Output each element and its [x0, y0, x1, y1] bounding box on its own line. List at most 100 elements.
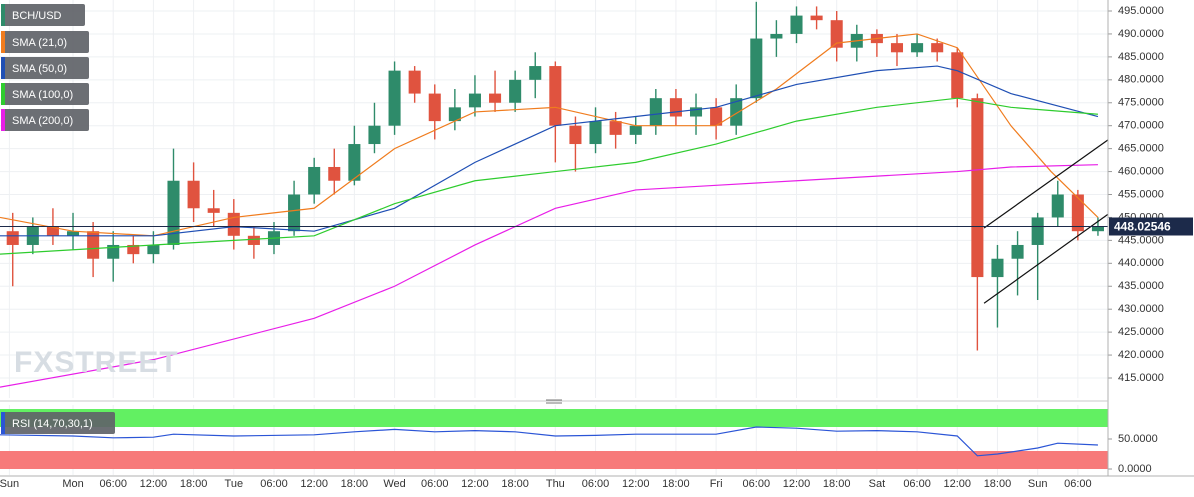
candle-body [288, 194, 301, 232]
y-tick-label: 445.0000 [1118, 234, 1164, 246]
legend-box [1, 83, 89, 105]
x-tick-label: 18:00 [984, 478, 1012, 490]
candle-body [1051, 194, 1064, 218]
price-panel [0, 1, 1108, 388]
legend: BCH/USD SMA (21,0) SMA (50,0) SMA (100,0) SM… [1, 4, 115, 434]
x-tick-label: 06:00 [421, 478, 449, 490]
legend-swatch [1, 83, 5, 105]
candle-body [689, 107, 703, 117]
channel-line [983, 213, 1108, 304]
candle-body [46, 226, 59, 236]
candle-body [167, 180, 180, 245]
candle-body [931, 43, 944, 53]
legend-swatch [1, 57, 5, 79]
x-tick-label: 18:00 [180, 478, 208, 490]
x-tick-label: 18:00 [341, 478, 369, 490]
x-tick-label: 12:00 [300, 478, 328, 490]
candle-body [348, 144, 361, 181]
candle-body [710, 107, 723, 126]
x-tick-label: 06:00 [260, 478, 288, 490]
candle-body [1031, 217, 1044, 245]
candle-body [227, 212, 240, 236]
candle-body [991, 258, 1004, 278]
candle-body [489, 93, 502, 103]
rsi-band [0, 451, 1108, 470]
candle-body [810, 15, 823, 21]
candle-body [911, 43, 924, 53]
candle-body [308, 166, 321, 195]
candle-body [730, 98, 743, 126]
candle-body [569, 125, 582, 145]
rsi-line [0, 426, 1098, 457]
x-tick-label: 06:00 [582, 478, 610, 490]
x-tick-label: 06:00 [1064, 478, 1092, 490]
y-tick-label: 0.0000 [1118, 463, 1152, 475]
x-tick-label: Thu [546, 478, 565, 490]
x-tick-label: Fri [710, 478, 723, 490]
last-price-label: 448.02546 [1114, 220, 1171, 234]
y-tick-label: 425.0000 [1118, 326, 1164, 338]
y-tick-label: 470.0000 [1118, 120, 1164, 132]
candle-body [1091, 226, 1104, 232]
candle-body [468, 93, 481, 108]
x-tick-label: 12:00 [140, 478, 168, 490]
candle-body [247, 235, 260, 245]
legend-label: SMA (200,0) [12, 115, 73, 127]
candle-body [328, 166, 341, 181]
y-tick-label: 495.0000 [1118, 5, 1164, 17]
legend-swatch [1, 109, 5, 131]
candle-body [890, 43, 904, 53]
y-tick-label: 50.0000 [1118, 433, 1158, 445]
legend-box [1, 31, 89, 53]
legend-swatch [1, 412, 5, 434]
legend-label: SMA (100,0) [12, 89, 73, 101]
candle-body [830, 20, 843, 48]
y-tick-label: 480.0000 [1118, 74, 1164, 86]
candle-body [790, 15, 803, 34]
legend-label: BCH/USD [12, 10, 62, 22]
candle-body [509, 79, 522, 103]
candle-body [629, 125, 642, 135]
candle-body [66, 231, 80, 236]
candle-body [408, 70, 421, 94]
y-tick-label: 435.0000 [1118, 280, 1164, 292]
x-tick-label: Sat [869, 478, 886, 490]
candle-body [147, 244, 160, 255]
x-tick-label: 06:00 [903, 478, 931, 490]
y-tick-label: 420.0000 [1118, 349, 1164, 361]
candle-body [6, 231, 19, 245]
legend-box [1, 412, 115, 434]
legend-box [1, 57, 89, 79]
y-tick-label: 475.0000 [1118, 97, 1164, 109]
candle-body [549, 66, 562, 126]
channel-line [983, 139, 1108, 229]
candle-body [951, 52, 964, 99]
candle-body [669, 98, 682, 117]
rsi-band [0, 409, 1108, 428]
y-tick-label: 465.0000 [1118, 143, 1164, 155]
candle-body [428, 93, 441, 122]
legend-box [1, 109, 89, 131]
y-tick-label: 455.0000 [1118, 188, 1164, 200]
candle-body [750, 38, 763, 99]
legend-box [1, 4, 85, 26]
x-tick-label: 12:00 [783, 478, 811, 490]
x-tick-label: 12:00 [461, 478, 489, 490]
legend-label: SMA (50,0) [12, 63, 67, 75]
x-tick-label: Sun [0, 478, 19, 490]
candle-body [207, 208, 220, 213]
candle-body [1011, 244, 1024, 259]
x-tick-label: 06:00 [743, 478, 771, 490]
x-tick-label: 12:00 [622, 478, 650, 490]
x-tick-label: Wed [383, 478, 405, 490]
x-tick-label: Tue [225, 478, 244, 490]
y-tick-label: 485.0000 [1118, 51, 1164, 63]
legend-label: SMA (21,0) [12, 37, 67, 49]
candle-body [187, 180, 200, 209]
candle-body [971, 98, 984, 278]
candle-body [388, 70, 401, 126]
candle-body [87, 231, 100, 259]
x-tick-label: Sun [1028, 478, 1048, 490]
y-tick-label: 415.0000 [1118, 372, 1164, 384]
